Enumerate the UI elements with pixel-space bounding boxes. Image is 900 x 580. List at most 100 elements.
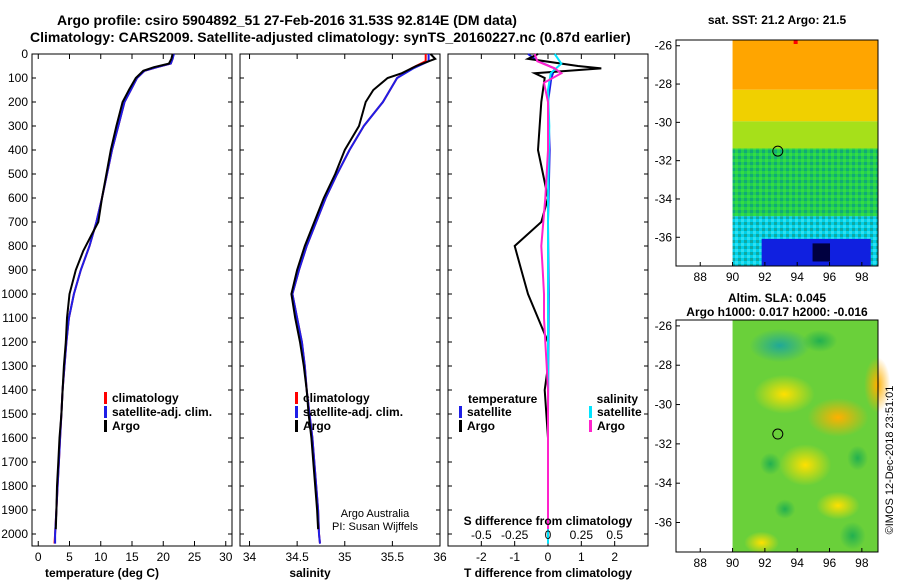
map-0-y-tick-label: -34 <box>655 192 673 206</box>
difference-s-tick-label: 0.5 <box>606 528 623 542</box>
depth-tick-label: 1000 <box>1 287 28 301</box>
header-title-line1: Argo profile: csiro 5904892_51 27-Feb-20… <box>57 12 517 28</box>
salinity-legend-swatch <box>295 392 298 404</box>
map-0-x-tick-label: 88 <box>694 270 708 284</box>
header-title-line2: Climatology: CARS2009. Satellite-adjuste… <box>30 29 631 45</box>
depth-tick-label: 1400 <box>1 383 28 397</box>
sla-field-anomaly <box>774 499 796 519</box>
difference-legend-swatch <box>589 420 592 432</box>
depth-tick-label: 600 <box>8 191 28 205</box>
map-0-x-tick-label: 94 <box>791 270 805 284</box>
sla-field-anomaly <box>759 452 781 475</box>
map-1-y-tick-label: -26 <box>655 319 673 333</box>
map-1-x-tick-label: 94 <box>791 556 805 570</box>
map-0-y-tick-label: -28 <box>655 77 673 91</box>
sla-field-anomaly <box>839 521 866 550</box>
sst-field-lime <box>732 121 878 149</box>
temperature-x-tick-label: 30 <box>219 550 233 564</box>
difference-s-axis-label: S difference from climatology <box>464 514 633 528</box>
salinity-legend-argo: Argo <box>303 419 331 433</box>
salinity-x-tick-label: 34 <box>243 550 257 564</box>
difference-x-tick-label: 0 <box>545 550 552 564</box>
difference-x-tick-label: 1 <box>578 550 585 564</box>
salinity-series-argo <box>290 53 437 530</box>
salinity-x-tick-label: 34.5 <box>285 550 309 564</box>
sst-map-title: sat. SST: 21.2 Argo: 21.5 <box>708 13 847 27</box>
depth-tick-label: 1900 <box>1 503 28 517</box>
depth-tick-label: 1100 <box>2 311 28 325</box>
salinity-panel-frame <box>239 53 441 547</box>
temperature-x-tick-label: 5 <box>66 550 73 564</box>
map-0-x-tick-label: 90 <box>726 270 740 284</box>
depth-tick-label: 2000 <box>1 527 28 541</box>
sla-field-anomaly <box>802 329 838 353</box>
salinity-x-tick-label: 36 <box>433 550 447 564</box>
difference-legend-swatch <box>459 420 462 432</box>
map-0-y-tick-label: -36 <box>655 230 673 244</box>
difference-series-temperature-argo <box>513 53 602 530</box>
sst-field-dark <box>812 243 831 262</box>
difference-series-salinity-satellite <box>546 53 563 544</box>
temperature-x-tick-label: 15 <box>125 550 139 564</box>
map-1-y-tick-label: -36 <box>655 516 673 530</box>
depth-tick-label: 400 <box>8 143 28 157</box>
credit-text: ©IMOS 12-Dec-2018 23:51:01 <box>884 386 896 535</box>
difference-s-tick-label: -0.5 <box>471 528 492 542</box>
depth-tick-label: 500 <box>8 167 28 181</box>
sst-field-yellow <box>732 89 878 122</box>
salinity-x-tick-label: 35.5 <box>381 550 405 564</box>
difference-s-tick-label: 0 <box>545 528 552 542</box>
map-1-x-tick-label: 90 <box>726 556 740 570</box>
map-1-frame <box>675 319 879 553</box>
map-0-x-tick-label: 98 <box>855 270 869 284</box>
difference-legend-sal-satellite: satellite <box>597 405 642 419</box>
difference-series-temperature-satellite <box>527 53 556 534</box>
map-1-y-tick-label: -28 <box>655 358 673 372</box>
map-0-y-tick-label: -30 <box>655 115 673 129</box>
temperature-x-tick-label: 0 <box>35 550 42 564</box>
salinity-x-tick-label: 35 <box>338 550 352 564</box>
difference-legend-temp-argo: Argo <box>467 419 495 433</box>
temperature-legend-argo: Argo <box>112 419 140 433</box>
sst-field-green <box>732 148 878 217</box>
salinity-legend-climatology: climatology <box>303 391 370 405</box>
map-0-y-tick-label: -26 <box>655 39 673 53</box>
depth-tick-label: 700 <box>8 215 28 229</box>
argo-position-marker <box>772 145 784 157</box>
depth-tick-label: 1800 <box>1 479 28 493</box>
sla-field-base <box>732 320 878 552</box>
temperature-x-axis-label: temperature (deg C) <box>45 566 159 580</box>
difference-x-tick-label: -1 <box>509 550 520 564</box>
difference-x-tick-label: 2 <box>611 550 618 564</box>
argo-position-marker <box>772 428 784 440</box>
map-1-x-tick-label: 96 <box>823 556 837 570</box>
sla-field-anomaly <box>864 357 891 413</box>
sla-field-anomaly <box>749 328 811 363</box>
sst-field-warm <box>732 40 878 90</box>
sla-map-title-line2: Argo h1000: 0.017 h2000: -0.016 <box>686 305 868 319</box>
difference-legend-sal-argo: Argo <box>597 419 625 433</box>
map-0-x-tick-label: 96 <box>823 270 837 284</box>
salinity-series-satellite-adj-clim- <box>291 54 430 544</box>
temperature-legend-satellite: satellite-adj. clim. <box>112 405 212 419</box>
temperature-x-tick-label: 20 <box>157 550 171 564</box>
map-0-frame <box>675 39 879 267</box>
temperature-legend-swatch <box>104 392 107 404</box>
temperature-legend-climatology: climatology <box>112 391 179 405</box>
sla-field-anomaly <box>753 374 815 414</box>
sla-field-anomaly <box>807 397 869 437</box>
difference-legend-temperature: temperature <box>468 392 538 406</box>
depth-tick-label: 100 <box>8 71 28 85</box>
difference-legend-salinity: salinity <box>597 392 639 406</box>
sla-field-anomaly <box>779 444 832 486</box>
sst-field-red-pixel <box>793 40 798 44</box>
difference-s-tick-label: -0.25 <box>501 528 529 542</box>
depth-tick-label: 1500 <box>1 407 28 421</box>
map-0-y-tick-label: -32 <box>655 154 673 168</box>
depth-tick-label: 300 <box>8 119 28 133</box>
map-1-x-tick-label: 92 <box>758 556 772 570</box>
sla-field-anomaly <box>847 445 869 471</box>
salinity-legend-satellite: satellite-adj. clim. <box>303 405 403 419</box>
temperature-legend-swatch <box>104 420 107 432</box>
